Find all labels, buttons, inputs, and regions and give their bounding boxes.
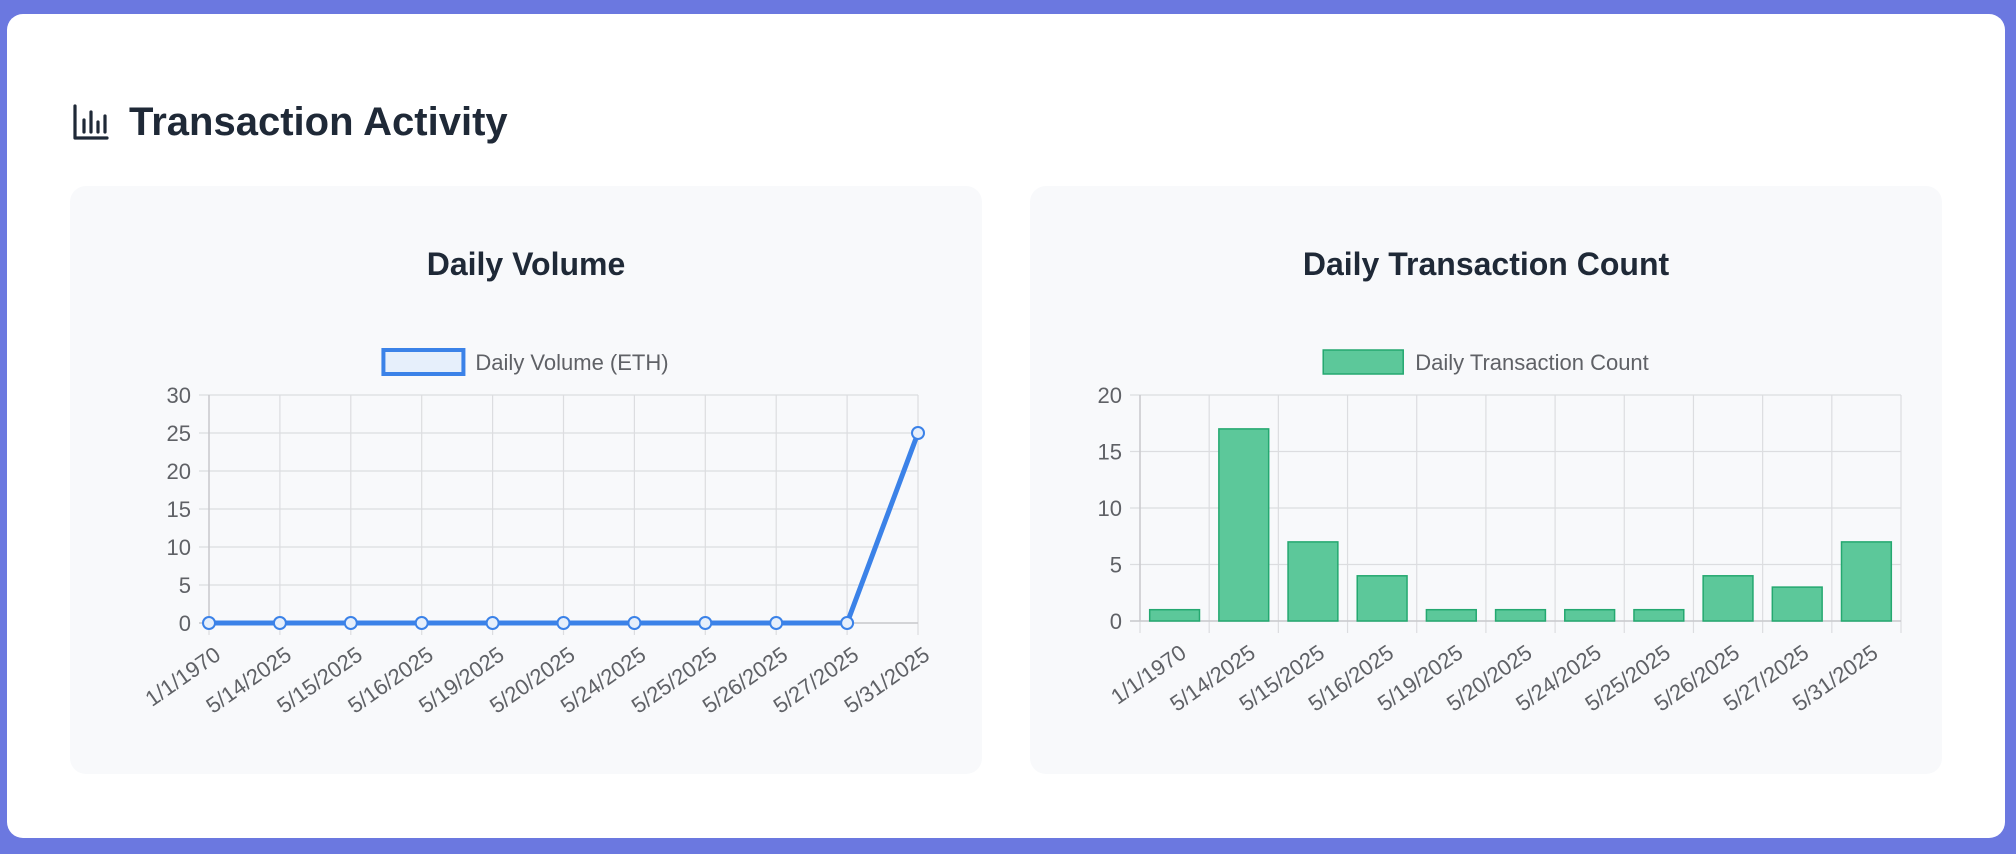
daily-volume-title: Daily Volume [426,246,626,282]
bar [1218,428,1270,622]
bar-chart-icon [73,104,109,140]
daily-volume-chart: 0510152025301/1/19705/14/20255/15/20255/… [141,348,934,718]
bar [1702,575,1754,622]
y-tick-label: 0 [1110,609,1122,634]
y-tick-label: 20 [167,459,191,484]
activity-card: Transaction Activity Daily Volume 0 5 10 15… [7,14,2005,838]
section-header: Transaction Activity [71,94,508,150]
bar [1425,608,1477,622]
y-tick-label: 15 [167,497,191,522]
page-title: Transaction Activity [129,99,508,144]
daily-count-title: Daily Transaction Count [1302,246,1670,282]
y-tick-label: 25 [167,421,191,446]
data-point [556,616,571,630]
daily-count-panel: Daily Transaction Count 0 5 10 15 20 1/1/1970… [1030,186,1942,774]
legend-label: Daily Volume (ETH) [475,350,668,375]
daily-count-chart: 051015201/1/19705/14/20255/15/20255/16/2… [1098,349,1902,716]
data-point [627,616,642,630]
data-point [343,616,358,630]
y-tick-label: 20 [1098,383,1122,408]
bar [1771,586,1823,622]
bar [1840,541,1893,622]
bar [1148,608,1201,622]
data-point [272,616,287,630]
data-point [911,426,925,440]
data-point [840,616,855,630]
bar [1564,608,1616,622]
bar [1287,541,1339,622]
bar [1633,608,1685,622]
y-tick-label: 10 [167,535,191,560]
legend-label: Daily Transaction Count [1415,350,1649,375]
legend-swatch [1322,349,1404,375]
y-tick-label: 10 [1098,496,1122,521]
y-tick-label: 5 [1110,553,1122,578]
data-point [769,616,784,630]
y-tick-label: 0 [179,611,191,636]
y-tick-label: 15 [1098,440,1122,465]
legend-swatch [381,348,466,376]
data-point [485,616,500,630]
y-tick-label: 5 [179,573,191,598]
y-tick-label: 30 [167,383,191,408]
data-point [414,616,429,630]
data-point [202,616,216,630]
daily-volume-panel: Daily Volume 0 5 10 15 20 25 30 1/1/1970 5/14/20… [70,186,982,774]
data-point [698,616,713,630]
bar [1494,608,1547,622]
bar [1356,575,1408,622]
